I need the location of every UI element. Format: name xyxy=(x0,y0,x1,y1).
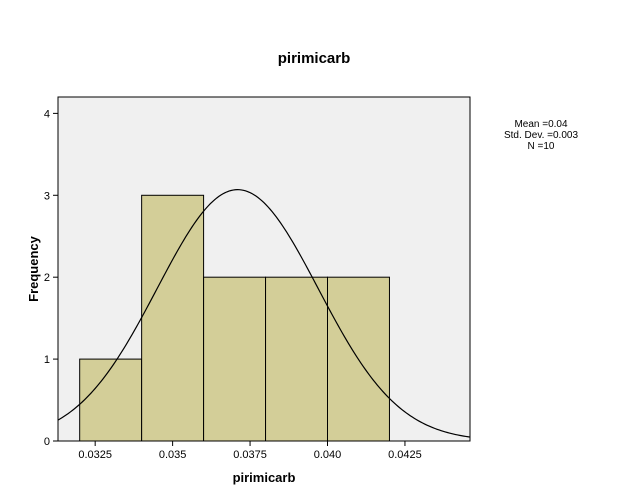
stats-n: N =10 xyxy=(528,141,555,152)
histogram-bar-3 xyxy=(203,276,267,442)
histogram-bar-2 xyxy=(141,194,205,442)
histogram-bar-4 xyxy=(265,276,329,442)
x-tick-label: 0.040 xyxy=(314,449,342,461)
stats-std-dev: Std. Dev. =0.003 xyxy=(504,130,578,141)
y-tick-label: 4 xyxy=(44,108,50,120)
chart-title: pirimicarb xyxy=(278,50,351,67)
histogram-bar-1 xyxy=(79,358,143,442)
stats-mean: Mean =0.04 xyxy=(514,119,568,130)
y-tick-label: 0 xyxy=(44,436,50,448)
y-tick-label: 1 xyxy=(44,354,50,366)
x-tick-label: 0.0375 xyxy=(233,449,267,461)
y-tick-label: 2 xyxy=(44,272,50,284)
x-axis: 0.0325 0.035 0.0375 0.040 0.0425 xyxy=(78,441,422,461)
x-tick-label: 0.0325 xyxy=(78,449,112,461)
x-tick-label: 0.035 xyxy=(159,449,187,461)
x-tick-label: 0.0425 xyxy=(388,449,422,461)
y-axis-label: Frequency xyxy=(26,235,41,302)
x-axis-label: pirimicarb xyxy=(233,470,296,485)
y-axis: 0 1 2 3 4 xyxy=(44,108,58,448)
y-tick-label: 3 xyxy=(44,190,50,202)
normal-curve xyxy=(57,189,471,438)
